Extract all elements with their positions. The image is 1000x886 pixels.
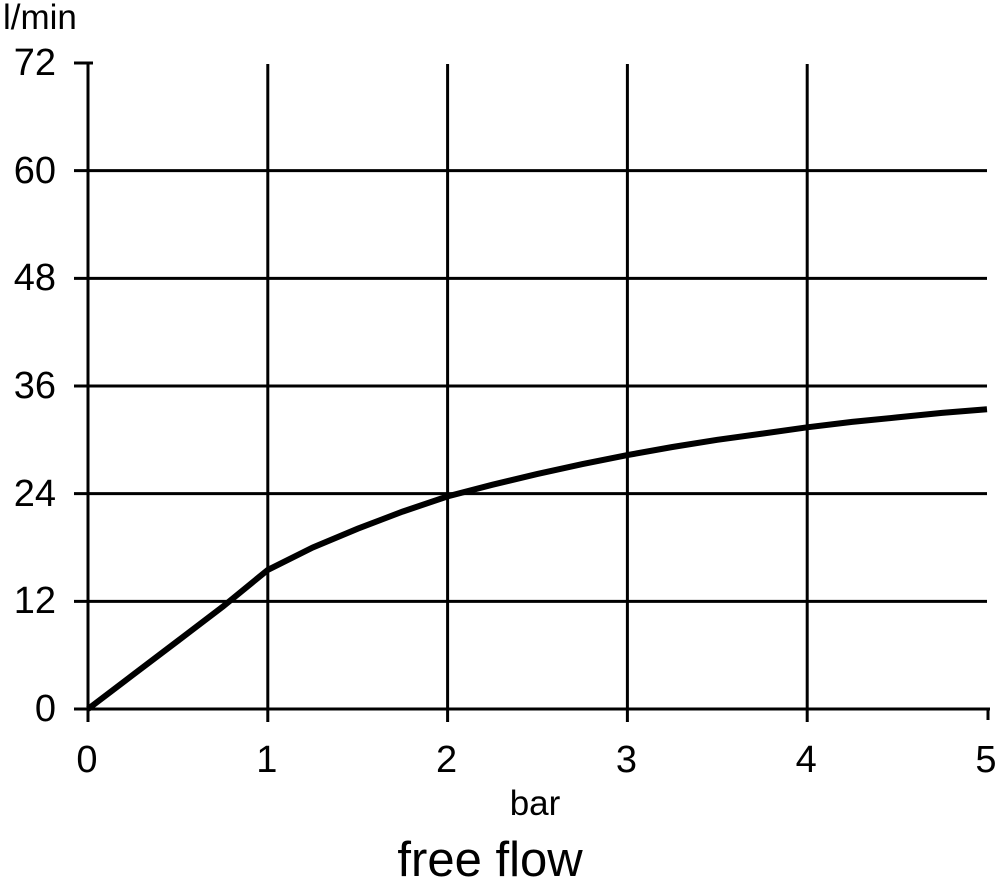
chart-caption: free flow: [397, 833, 583, 886]
y-axis-unit-label: l/min: [3, 0, 77, 37]
y-tick-label: 48: [13, 257, 56, 300]
y-tick-label: 36: [13, 365, 56, 407]
x-tick-label: 3: [615, 739, 637, 781]
x-tick-label: 1: [256, 739, 278, 781]
y-tick-label: 60: [13, 149, 56, 192]
x-tick-label: 2: [436, 739, 458, 781]
y-tick-label: 24: [13, 472, 56, 515]
flow-curve: [86, 406, 988, 712]
y-tick-label: 72: [13, 42, 56, 84]
x-tick-label: 5: [975, 739, 997, 781]
x-tick-label: 0: [76, 739, 98, 781]
y-tick-label: 0: [34, 688, 56, 730]
y-tick-label: 12: [13, 580, 56, 623]
x-tick-label: 4: [795, 739, 817, 781]
x-axis-unit-label: bar: [509, 784, 561, 823]
